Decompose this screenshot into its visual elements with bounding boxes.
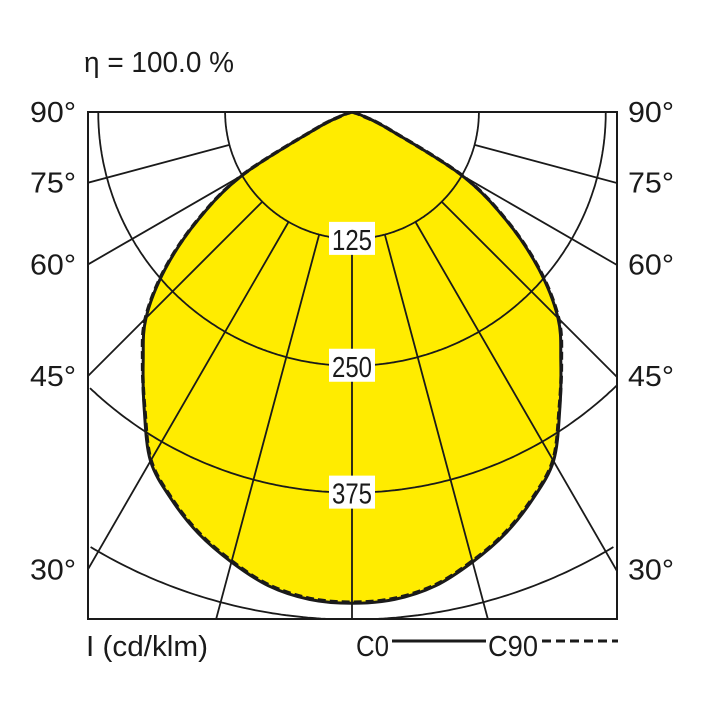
angle-label-left: 45° [30,361,76,393]
chart-frame [87,111,618,620]
grid-radial-line [215,234,321,619]
ring-label-bg [329,221,375,255]
curve-c0 [141,112,563,605]
ring-label: 125 [332,225,372,257]
grid-radial-line [414,221,617,572]
grid-radial-line [88,143,230,184]
angle-label-right: 75° [628,168,674,200]
grid-radial-line [474,143,617,184]
grid-ring [378,546,614,619]
angle-label-right: 90° [628,97,674,129]
grid-ring [90,546,326,619]
ring-label-bg [329,475,375,509]
ring-label: 250 [332,352,372,384]
angle-label-left: 90° [30,97,76,129]
grid-radial-line [88,174,243,266]
chart-title: η = 100.0 % [84,47,234,79]
angle-label-right: 45° [628,361,674,393]
angle-label-left: 75° [30,168,76,200]
angle-label-left: 30° [30,554,76,586]
ring-label: 375 [332,479,372,511]
legend: C0 C90 [356,631,618,663]
angle-label-left: 60° [30,249,76,281]
grid-radial-line [441,201,617,378]
angle-label-right: 30° [628,554,674,586]
legend-label-c0: C0 [356,631,389,663]
grid-radial-line [88,201,263,377]
grid-radial-line [461,174,617,266]
grid-radial-line [383,234,489,619]
legend-label-c90: C90 [488,631,538,663]
angle-label-right: 60° [628,249,674,281]
unit-label: I (cd/klm) [86,631,208,663]
grid-radial-line [88,221,290,570]
ring-label-bg [329,348,375,382]
